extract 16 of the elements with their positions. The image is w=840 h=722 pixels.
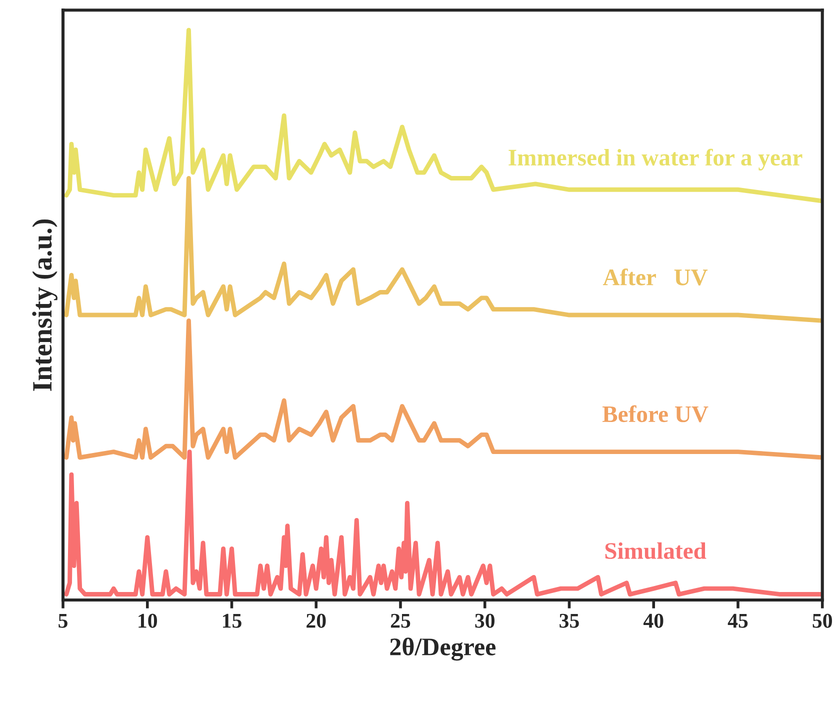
- x-tick-label: 10: [138, 614, 157, 628]
- series-label: Simulated: [605, 542, 706, 559]
- x-tick-label: 20: [306, 614, 326, 628]
- x-tick-label: 30: [475, 614, 494, 628]
- series-label: Immersed in water for a year: [508, 148, 802, 170]
- x-tick-label: 50: [812, 614, 832, 628]
- x-tick-label: 25: [390, 614, 410, 628]
- x-tick-label: 35: [560, 614, 579, 628]
- series-label: After UV: [602, 268, 708, 286]
- x-tick-label: 5: [58, 614, 68, 628]
- x-tick-label: 40: [643, 614, 664, 628]
- x-axis-title: 2θ/Degree: [390, 638, 496, 661]
- series-label: Before UV: [602, 405, 708, 422]
- x-tick-label: 45: [728, 614, 748, 628]
- x-tick-label: 15: [223, 614, 242, 628]
- y-axis-title: Intensity (a.u.): [32, 219, 58, 391]
